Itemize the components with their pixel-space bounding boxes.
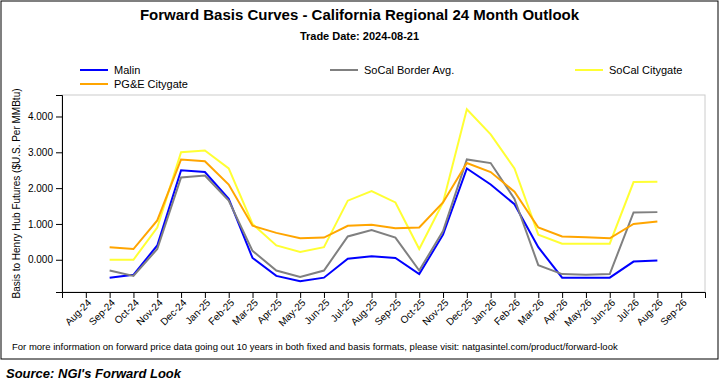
- x-tick-mark: [467, 292, 468, 298]
- x-tick-mark: [443, 292, 444, 298]
- y-tick-mark: [56, 116, 62, 117]
- x-tick-mark: [634, 292, 635, 298]
- x-tick-label: May-26: [562, 297, 594, 329]
- legend-label: Malin: [114, 64, 140, 76]
- x-tick: Dec-25: [444, 292, 475, 328]
- y-tick: 4.000: [28, 111, 62, 122]
- x-tick-label: Sep-25: [372, 297, 403, 328]
- y-tick-mark: [56, 188, 62, 189]
- x-tick: Sep-26: [658, 292, 689, 328]
- x-tick-label: Mar-26: [516, 297, 546, 327]
- x-tick-mark: [205, 292, 206, 298]
- x-tick-label: Mar-25: [230, 297, 260, 327]
- x-tick-mark: [681, 292, 682, 298]
- x-tick-mark: [562, 292, 563, 298]
- x-tick-mark: [395, 292, 396, 298]
- x-tick-label: Sep-24: [87, 297, 118, 328]
- y-tick: 0.000: [28, 254, 62, 265]
- x-tick: Jun-25: [302, 292, 332, 326]
- y-tick: 3.000: [28, 147, 62, 158]
- legend-label: SoCal Border Avg.: [364, 64, 454, 76]
- x-tick-label: Dec-24: [158, 297, 189, 328]
- x-tick-mark: [324, 292, 325, 298]
- x-tick-mark: [133, 292, 134, 298]
- legend-swatch: [330, 69, 358, 71]
- x-tick: Mar-26: [516, 292, 546, 327]
- y-tick-mark: [56, 260, 62, 261]
- x-tick-mark: [348, 292, 349, 298]
- source: Source: NGI's Forward Look: [6, 366, 182, 381]
- plot-frame: [62, 95, 705, 292]
- x-tick-label: Jun-26: [588, 297, 618, 327]
- y-axis-line: [56, 96, 63, 293]
- series-line: [110, 109, 658, 259]
- y-tick-mark: [56, 152, 62, 153]
- x-tick-mark: [586, 292, 587, 298]
- x-tick-mark: [372, 292, 373, 298]
- x-tick-mark: [157, 292, 158, 298]
- x-tick-label: May-25: [276, 297, 308, 329]
- legend-swatch: [575, 69, 603, 71]
- border: [1, 1, 718, 359]
- series-line: [110, 159, 658, 276]
- x-tick-label: Dec-25: [444, 297, 475, 328]
- title: Forward Basis Curves - California Region…: [140, 6, 580, 23]
- x-tick: Sep-25: [372, 292, 403, 328]
- legend-item: SoCal Border Avg.: [330, 64, 454, 76]
- x-tick-mark: [181, 292, 182, 298]
- series-line: [110, 168, 658, 281]
- x-tick-mark: [110, 292, 111, 298]
- plot-area: [110, 109, 658, 281]
- y-axis: 0.000 1.000 2.000 3.000 4.000: [28, 96, 63, 293]
- y-tick-label: 4.000: [28, 111, 53, 122]
- series-line: [110, 159, 658, 249]
- x-tick-mark: [253, 292, 254, 298]
- y-tick-label: 3.000: [28, 147, 53, 158]
- x-tick: May-25: [276, 292, 308, 328]
- x-tick-mark: [538, 292, 539, 298]
- x-axis: Aug-24Sep-24Oct-24Nov-24Dec-24Jan-25Feb-…: [63, 292, 706, 328]
- y-tick-label: 0.000: [28, 254, 53, 265]
- x-tick-mark: [276, 292, 277, 298]
- x-tick: Jun-26: [588, 292, 618, 326]
- y-tick: 1.000: [28, 219, 62, 230]
- x-tick-mark: [229, 292, 230, 298]
- footnote: For more information on forward price da…: [12, 341, 618, 352]
- x-tick: Mar-25: [230, 292, 260, 327]
- x-tick-mark: [610, 292, 611, 298]
- y-axis-title: Basis to Henry Hub Futures ($U.S. Per MM…: [11, 88, 22, 298]
- x-tick: Dec-24: [158, 292, 189, 328]
- subtitle: Trade Date: 2024-08-21: [300, 30, 419, 42]
- y-tick-label: 2.000: [28, 183, 53, 194]
- legend-label: PG&E Citygate: [114, 78, 188, 90]
- x-tick-mark: [657, 292, 658, 298]
- x-tick-label: Jun-25: [302, 297, 332, 327]
- y-tick-mark: [56, 224, 62, 225]
- legend-swatch: [80, 83, 108, 85]
- y-tick: 2.000: [28, 183, 62, 194]
- x-tick-mark: [514, 292, 515, 298]
- y-tick-label: 1.000: [28, 219, 53, 230]
- x-tick-mark: [300, 292, 301, 298]
- x-tick-mark: [86, 292, 87, 298]
- x-tick: Sep-24: [87, 292, 118, 328]
- x-tick-mark: [419, 292, 420, 298]
- legend-item: Malin: [80, 64, 140, 76]
- legend-item: PG&E Citygate: [80, 78, 188, 90]
- legend-label: SoCal Citygate: [609, 64, 682, 76]
- x-tick-label: Sep-26: [658, 297, 689, 328]
- chart: Forward Basis Curves - California Region…: [0, 0, 719, 392]
- legend-swatch: [80, 69, 108, 71]
- legend-item: SoCal Citygate: [575, 64, 682, 76]
- x-tick-mark: [491, 292, 492, 298]
- x-tick: May-26: [562, 292, 594, 328]
